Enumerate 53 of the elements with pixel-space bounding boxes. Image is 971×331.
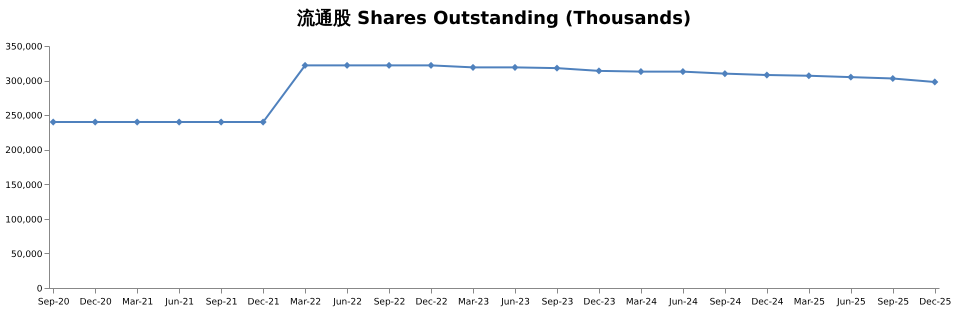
point xyxy=(218,118,225,126)
x-tick-label: Sep-23 xyxy=(542,298,574,308)
point xyxy=(721,70,728,78)
point xyxy=(260,118,267,126)
y-tick-label: 150,000 xyxy=(5,180,43,191)
x-tick-label: Mar-21 xyxy=(122,298,154,308)
point xyxy=(595,67,602,74)
x-tick-label: Jun-25 xyxy=(836,298,866,308)
point xyxy=(511,64,519,71)
x-tick-label: Jun-24 xyxy=(668,298,698,308)
x-tick-label: Mar-22 xyxy=(290,298,322,308)
point xyxy=(427,62,435,69)
point xyxy=(50,118,57,126)
x-tick-label: Sep-22 xyxy=(374,298,406,308)
x-tick-label: Mar-24 xyxy=(626,298,658,308)
x-tick-label: Jun-23 xyxy=(500,298,530,308)
x-tick-label: Dec-20 xyxy=(80,298,112,308)
point xyxy=(889,74,896,82)
x-tick-label: Dec-21 xyxy=(248,298,280,308)
x-tick-label: Jun-21 xyxy=(164,298,194,308)
x-tick-label: Dec-22 xyxy=(415,298,448,308)
y-tick-label: 50,000 xyxy=(11,250,43,260)
point xyxy=(679,68,686,76)
point xyxy=(805,72,812,80)
y-tick-label: 300,000 xyxy=(5,77,43,88)
y-tick-label: 0 xyxy=(36,284,43,294)
x-tick-label: Dec-23 xyxy=(583,298,616,308)
chart-title: 流通股 Shares Outstanding (Thousands) xyxy=(296,8,692,29)
x-tick-label: Mar-25 xyxy=(794,298,825,308)
point xyxy=(763,72,770,79)
x-tick-label: Jun-22 xyxy=(332,298,362,308)
y-tick-label: 200,000 xyxy=(5,146,43,156)
point xyxy=(344,62,351,69)
point xyxy=(637,68,644,76)
point xyxy=(931,78,938,86)
x-tick-label: Sep-25 xyxy=(877,298,910,308)
point xyxy=(176,118,183,126)
point xyxy=(553,64,561,72)
y-tick-label: 250,000 xyxy=(5,112,43,122)
point xyxy=(847,74,854,81)
point xyxy=(386,62,393,69)
x-tick-label: Dec-24 xyxy=(751,298,784,308)
x-tick-label: Sep-24 xyxy=(710,298,742,308)
y-tick-label: 100,000 xyxy=(5,215,43,226)
x-tick-label: Sep-21 xyxy=(206,298,238,308)
y-tick-label: 350,000 xyxy=(5,42,43,52)
point xyxy=(302,62,309,69)
x-tick-label: Mar-23 xyxy=(458,298,490,308)
point xyxy=(469,64,477,71)
point xyxy=(92,118,99,126)
x-tick-label: Sep-20 xyxy=(38,298,70,308)
x-tick-label: Dec-25 xyxy=(919,298,952,308)
point xyxy=(134,118,141,126)
